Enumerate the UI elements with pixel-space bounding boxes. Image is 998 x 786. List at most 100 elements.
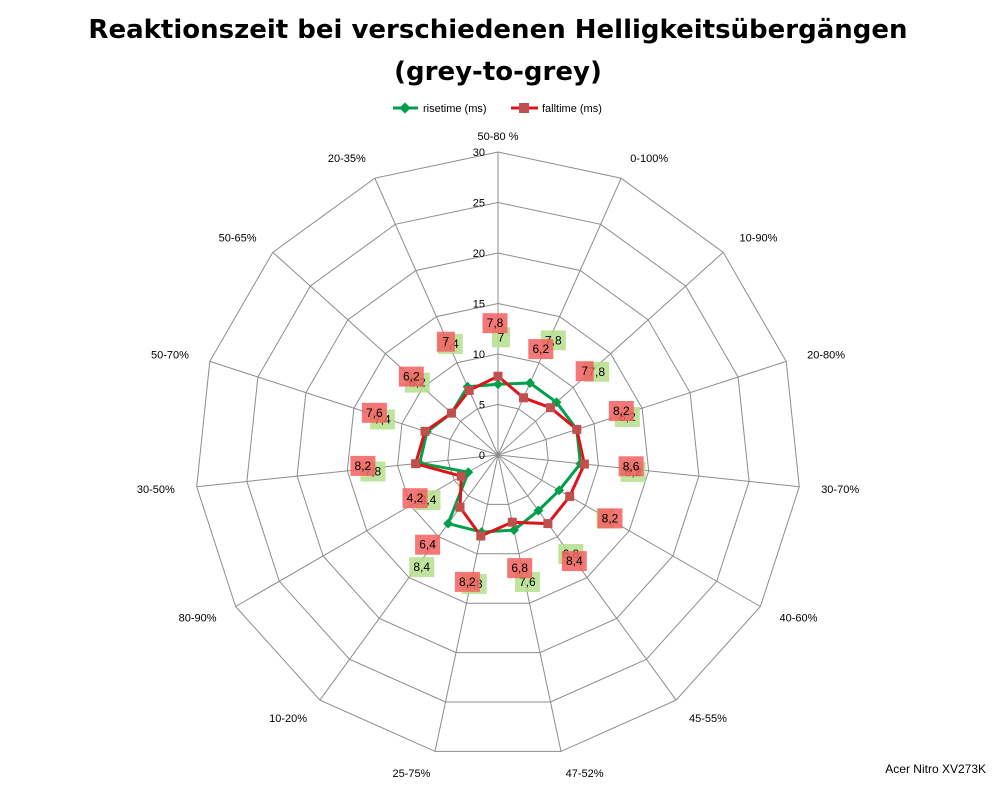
falltime-point <box>507 517 517 527</box>
grid-spoke <box>374 177 499 456</box>
data-label: 8,4 <box>566 554 583 568</box>
radial-tick-label: 30 <box>473 147 485 159</box>
data-label-box <box>402 488 428 509</box>
legend-risetime-label: risetime (ms) <box>423 103 487 115</box>
legend-falltime-label: falltime (ms) <box>542 103 602 115</box>
data-label-box <box>350 455 376 476</box>
category-label: 30-50% <box>137 484 175 496</box>
grid-spoke <box>497 360 787 456</box>
data-label-box <box>409 557 435 578</box>
category-label: 10-20% <box>269 713 307 725</box>
grid-spoke <box>497 177 622 456</box>
category-label: 50-80 % <box>478 131 519 143</box>
risetime-point <box>554 485 565 496</box>
category-label: 50-65% <box>219 233 257 245</box>
data-label-box <box>597 508 623 529</box>
falltime-point <box>579 459 589 469</box>
falltime-point <box>411 459 421 469</box>
data-label-box <box>561 551 587 572</box>
falltime-point <box>493 371 503 381</box>
data-label-box <box>482 313 508 334</box>
data-label: 8,2 <box>355 459 372 473</box>
grid-spoke <box>272 251 499 456</box>
legend-falltime-marker <box>519 103 529 113</box>
data-label: 7 <box>443 335 450 349</box>
grid-ring <box>447 403 549 505</box>
category-label: 40-60% <box>780 613 818 625</box>
grid-ring <box>397 353 599 555</box>
falltime-point <box>543 519 553 529</box>
grid-spoke <box>497 454 761 607</box>
radial-axis-ticks: 0 5 10 15 20 25 30 <box>473 147 485 462</box>
grid-ring <box>346 302 650 604</box>
data-label: 7,8 <box>487 316 504 330</box>
data-label: 7 <box>581 364 588 378</box>
radar-spokes <box>196 152 800 752</box>
radial-tick-label: 15 <box>473 299 485 311</box>
grid-spoke <box>434 454 499 752</box>
grid-spoke <box>497 454 677 701</box>
data-label-box <box>575 361 594 382</box>
category-label: 20-35% <box>328 153 366 165</box>
legend-risetime-marker <box>399 102 411 114</box>
data-label: 8,2 <box>459 575 476 589</box>
grid-spoke <box>497 454 562 752</box>
data-label: 6,2 <box>403 370 420 384</box>
data-labels-layer: 77,87,88,28,276,87,67,88,43,47,87,46,27,… <box>350 313 646 594</box>
category-label: 0-100% <box>630 153 668 165</box>
data-label: 6,2 <box>532 342 549 356</box>
data-label-box <box>398 366 424 387</box>
data-label-box <box>608 401 634 421</box>
category-label: 25-75% <box>392 768 430 780</box>
data-label: 7 <box>498 330 505 344</box>
falltime-point <box>456 471 466 481</box>
series-line <box>414 374 586 538</box>
category-label: 47-52% <box>566 768 604 780</box>
data-label-box <box>361 402 387 423</box>
data-label: 8,6 <box>623 459 640 473</box>
data-label-box <box>454 571 480 592</box>
risetime-point <box>463 467 474 478</box>
radial-tick-label: 20 <box>473 248 485 260</box>
data-label: 7,6 <box>366 406 383 420</box>
falltime-point <box>447 408 456 418</box>
grid-ring <box>296 252 700 654</box>
risetime-point <box>509 525 519 536</box>
category-label: 20-80% <box>807 350 845 362</box>
data-label-box <box>436 331 455 352</box>
data-label: 6,8 <box>511 561 528 575</box>
grid-spoke <box>196 454 499 488</box>
grid-spoke <box>497 454 800 488</box>
data-label-box <box>415 534 441 555</box>
data-label-box <box>507 558 533 579</box>
grid-ring <box>196 151 800 752</box>
grid-spoke <box>319 454 499 701</box>
falltime-point <box>455 502 465 512</box>
radial-tick-label: 0 <box>479 450 485 462</box>
category-label: 10-90% <box>740 233 778 245</box>
chart-legend: risetime (ms) falltime (ms) <box>393 102 602 115</box>
data-label: 7,6 <box>519 575 536 589</box>
category-label: 45-55% <box>689 713 727 725</box>
radial-tick-label: 10 <box>473 349 485 361</box>
data-label: 8,2 <box>602 511 619 525</box>
data-label: 8,2 <box>613 404 630 418</box>
category-label: 30-70% <box>821 484 859 496</box>
grid-spoke <box>209 360 499 456</box>
data-label: 4,2 <box>407 491 424 505</box>
grid-ring <box>246 201 750 703</box>
data-label: 8,4 <box>413 560 430 574</box>
chart-title-line2: (grey-to-grey) <box>394 57 602 87</box>
data-label-box <box>528 339 554 360</box>
falltime-point <box>565 491 575 501</box>
grid-spoke <box>235 454 499 607</box>
credit-text: Acer Nitro XV273K <box>885 762 986 776</box>
category-label: 80-90% <box>179 613 217 625</box>
chart-title-line1: Reaktionszeit bei verschiedenen Helligke… <box>88 15 907 45</box>
category-label: 50-70% <box>151 350 189 362</box>
falltime-point <box>476 531 486 541</box>
data-label: 6,4 <box>419 538 436 552</box>
falltime-point <box>420 426 430 436</box>
falltime-point <box>519 393 528 403</box>
